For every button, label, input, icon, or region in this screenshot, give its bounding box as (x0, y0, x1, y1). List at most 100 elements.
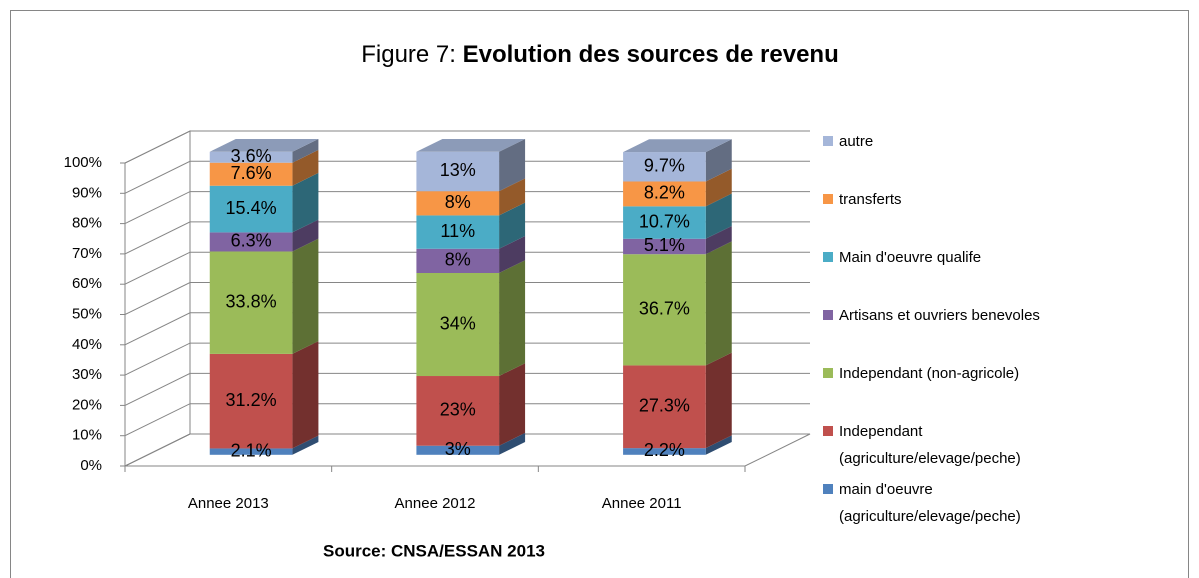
bar-side (499, 202, 526, 249)
legend-item: main d'oeuvre (agriculture/elevage/peche… (823, 476, 1073, 530)
source: Source: CNSA/ESSAN 2013 (323, 541, 545, 560)
bar-side (705, 193, 732, 239)
legend-swatch (823, 310, 833, 320)
bar-side (292, 341, 319, 449)
bar-side (292, 149, 319, 186)
legend-item: Artisans et ouvriers benevoles (823, 302, 1073, 329)
value-label: 2.2% (644, 440, 685, 460)
chart-title: Figure 7: Evolution des sources de reven… (361, 41, 839, 68)
value-label: 8.2% (644, 183, 685, 203)
legend-item: Independant (agriculture/elevage/peche) (823, 418, 1073, 472)
bar-segment (416, 151, 500, 192)
grid-line (124, 191, 810, 225)
grid-line (124, 130, 810, 164)
y-tick-label: 50% (72, 305, 102, 322)
bar-side (499, 260, 526, 377)
y-tick-label: 0% (80, 457, 102, 474)
y-tick-label: 80% (72, 215, 102, 232)
grid-line (124, 403, 810, 437)
title-main: Evolution des sources de revenu (463, 41, 839, 68)
bar-segment (416, 376, 500, 446)
bar-side (499, 363, 526, 446)
bar-segment (416, 445, 500, 455)
bar-side (292, 139, 319, 163)
bar-side (705, 225, 732, 255)
y-tick-label: 70% (72, 245, 102, 262)
legend-swatch (823, 252, 833, 262)
bar-segment (209, 232, 293, 252)
x-tick-label: Annee 2013 (188, 495, 269, 512)
value-label: 8% (445, 250, 471, 270)
legend-label: Main d'oeuvre qualife (839, 249, 982, 266)
value-label: 6.3% (231, 231, 272, 251)
bar-top (209, 139, 319, 152)
value-label: 3.6% (231, 146, 272, 166)
legend-swatch (823, 194, 833, 204)
y-tick-label: 40% (72, 336, 102, 353)
value-label: 27.3% (639, 396, 690, 416)
bar-side (705, 352, 732, 449)
title-prefix: Figure 7: (361, 41, 456, 68)
bar-top (416, 139, 526, 152)
bar-side (705, 435, 732, 455)
bar-segment (623, 238, 706, 255)
x-tick-label: Annee 2012 (395, 495, 476, 512)
bar-segment (209, 162, 293, 186)
y-tick-label: 90% (72, 184, 102, 201)
value-label: 23% (440, 400, 476, 420)
legend-label: transferts (839, 191, 902, 208)
grid-line (124, 282, 810, 315)
value-label: 33.8% (226, 291, 277, 311)
value-label: 9.7% (644, 156, 685, 176)
bar-segment (623, 181, 706, 207)
grid-line (124, 433, 810, 467)
value-label: 11% (440, 221, 475, 241)
value-label: 2.1% (231, 440, 272, 460)
y-tick-label: 20% (72, 396, 102, 413)
bar-side (499, 178, 526, 216)
bar-side (705, 139, 732, 182)
legend-label: Independant (non-agricole) (839, 365, 1020, 382)
value-label: 7.6% (231, 163, 272, 183)
value-label: 15.4% (226, 198, 277, 218)
legend-label: Independant (agriculture/elevage/peche) (839, 423, 1021, 467)
grid-line (124, 342, 810, 376)
legend-label: main d'oeuvre (agriculture/elevage/peche… (839, 481, 1021, 525)
bar-segment (623, 254, 706, 366)
grid-line (124, 372, 810, 406)
value-label: 3% (445, 439, 471, 459)
bar-segment (416, 273, 500, 377)
bar-side (705, 241, 732, 366)
legend-swatch (823, 368, 833, 378)
bar-side (499, 432, 526, 455)
y-tick-label: 60% (72, 275, 102, 292)
x-tick-label: Annee 2011 (602, 495, 682, 512)
bar-segment (623, 152, 706, 182)
grid-line (124, 312, 810, 346)
bar-segment (623, 206, 706, 239)
legend-swatch (823, 136, 833, 146)
legend-label: Artisans et ouvriers benevoles (839, 307, 1040, 324)
bar-side (292, 219, 319, 252)
chart-frame (10, 10, 1189, 578)
value-label: 34% (440, 313, 476, 333)
legend-swatch (823, 484, 833, 494)
bar-side (499, 235, 526, 273)
bar-top (623, 139, 732, 153)
grid-line (124, 251, 810, 285)
bar-side (292, 172, 319, 233)
bar-segment (623, 448, 706, 455)
bar-segment (209, 353, 293, 449)
value-label: 13% (440, 160, 476, 180)
bar-segment (209, 151, 293, 163)
bar-segment (209, 251, 293, 354)
y-tick-label: 10% (72, 427, 102, 444)
bar-side (705, 168, 732, 207)
grid-line (124, 160, 810, 194)
value-label: 8% (445, 192, 471, 212)
legend-item: Main d'oeuvre qualife (823, 244, 1073, 271)
bar-side (292, 435, 319, 455)
bar-segment (623, 365, 706, 449)
legend-item: Independant (non-agricole) (823, 360, 1073, 387)
